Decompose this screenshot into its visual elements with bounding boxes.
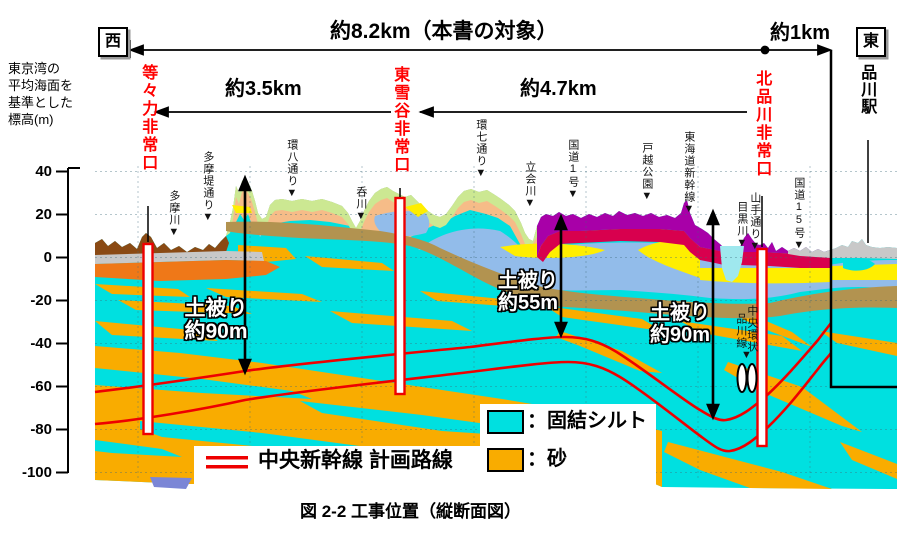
- axis-tick: -60: [30, 378, 52, 395]
- axis-tick: 40: [35, 163, 52, 180]
- layer-purple-cap: [537, 200, 831, 257]
- axis-tick: 0: [43, 249, 52, 266]
- layer-green-cap: [226, 178, 537, 250]
- portal-label-todoroki: 等々力非常口: [139, 64, 157, 172]
- landmark-label-chuo-kanjo: 中央環状: [745, 305, 758, 353]
- layer-gray-cap-east: [788, 239, 897, 259]
- legend-swatch-sand: [487, 448, 524, 472]
- legend-sand-label: ：砂: [527, 448, 567, 470]
- landmark-label-shinagawa-sen: 品川線: [734, 313, 747, 349]
- elevation-axis: [56, 167, 80, 474]
- overburden-line: 約90m: [649, 323, 711, 346]
- axis-tick: 20: [35, 206, 52, 223]
- legend-route-symbol: [206, 456, 248, 469]
- route-line-lower: [94, 352, 833, 453]
- landmark-label-tachiaigawa: 立会川▼: [523, 161, 536, 210]
- landmark-label-tokaido-shinkansen: 東海道新幹線▼: [682, 131, 695, 216]
- shaft-higashiyukigaya: [394, 196, 406, 396]
- overburden-line: 土被り: [650, 302, 710, 324]
- route-line-upper: [94, 322, 833, 422]
- axis-title: 東京湾の平均海面を基準とした標高(m): [8, 60, 73, 128]
- planned-route-lines: [94, 322, 833, 453]
- expressway-marker: ▼: [741, 349, 752, 361]
- dimension-lines: [128, 40, 833, 118]
- compass-west: 西: [98, 27, 128, 57]
- layer-silt-patch-east: [843, 257, 875, 271]
- landmark-label-route1: 国道1号▼: [566, 139, 579, 201]
- expressway-tubes-icon: [736, 363, 758, 393]
- layer-yellow-bit-1: [405, 203, 428, 217]
- landmark-label-tamazutsumi: 多摩堤通り▼: [201, 151, 214, 224]
- overburden-line: 土被り: [498, 270, 558, 292]
- landmark-label-yamate-dori: 山手通り▼: [748, 192, 761, 253]
- axis-tick: -40: [30, 335, 52, 352]
- legend: [194, 404, 656, 488]
- shaft-todoroki: [142, 242, 154, 436]
- overburden-label-middle: 土被り 約55m: [494, 270, 562, 314]
- portal-label-higashiyukigaya: 東雪谷非常口: [391, 66, 409, 174]
- layer-brown-left: [95, 233, 229, 257]
- overburden-line: 約55m: [497, 291, 559, 314]
- dimension-total-label: 約8.2km（本書の対象）: [330, 20, 558, 43]
- axis-tick: -20: [30, 292, 52, 309]
- axis-title-line: 平均海面を: [8, 78, 74, 93]
- legend-swatch-silt: [487, 410, 524, 434]
- landmark-label-nomikawa: 呑川▼: [354, 186, 367, 223]
- axis-title-line: 東京湾の: [8, 61, 61, 76]
- layer-violet-patch: [150, 477, 192, 489]
- shaft-leader-lines: [147, 140, 869, 247]
- overburden-line: 土被り: [184, 297, 248, 320]
- axis-title-line: 基準とした: [8, 95, 74, 110]
- layer-darkorange-left: [95, 260, 280, 281]
- overburden-label-east: 土被り 約90m: [646, 302, 714, 346]
- station-label: 品川駅: [858, 64, 876, 115]
- dimension-west-label: 約3.5km: [225, 78, 302, 100]
- axis-tick: -80: [30, 421, 52, 438]
- axis-title-line: 標高(m): [8, 112, 54, 127]
- shafts: [142, 196, 768, 448]
- figure-caption: 図 2-2 工事位置（縦断面図）: [300, 502, 522, 521]
- overburden-line: 約90m: [184, 319, 248, 343]
- layer-gray-left: [95, 251, 264, 264]
- dimension-east-label: 約1km: [770, 22, 831, 44]
- portal-label-kitashinagawa: 北品川非常口: [753, 70, 771, 178]
- compass-east: 東: [856, 27, 886, 57]
- axis-tick: -100: [21, 464, 52, 481]
- landmark-label-togoshikoen: 戸越公園▼: [640, 142, 653, 203]
- layer-yellow-bit-2: [232, 205, 252, 213]
- layer-sand-lenses: [95, 245, 897, 489]
- overburden-label-west: 土被り 約90m: [180, 297, 252, 343]
- layer-meguro-channel: [720, 246, 744, 282]
- dimension-middle-label: 約4.7km: [520, 78, 597, 100]
- landmark-label-route15: 国道15号▼: [792, 177, 805, 252]
- legend-route-label: 中央新幹線 計画路線: [258, 449, 453, 472]
- landmark-label-kanpachi: 環八通り▼: [285, 139, 298, 200]
- shaft-kitashinagawa: [756, 247, 768, 448]
- landmark-label-megurogawa: 目黒川▼: [735, 201, 748, 250]
- legend-silt-label: ：固結シルト: [527, 410, 647, 432]
- station-boundary-line: [829, 50, 897, 389]
- landmark-label-tamagawa: 多摩川▼: [167, 190, 180, 239]
- landmark-label-kannana: 環七通り▼: [474, 119, 487, 180]
- overburden-arrows: [238, 174, 720, 421]
